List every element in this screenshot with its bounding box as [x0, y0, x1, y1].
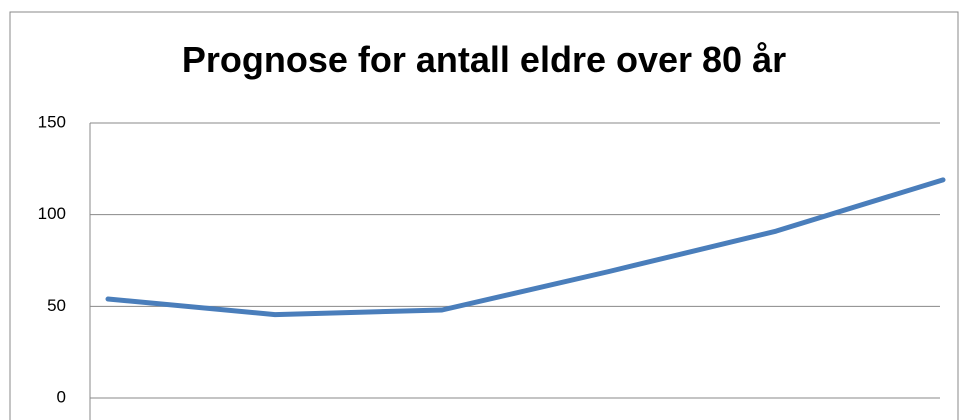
- y-tick-label: 150: [38, 112, 66, 131]
- y-tick-label: 100: [38, 204, 66, 223]
- chart-title: Prognose for antall eldre over 80 år: [182, 39, 786, 80]
- data-line: [105, 177, 946, 318]
- y-tick-label: 50: [47, 296, 66, 315]
- chart-frame: [9, 11, 959, 420]
- y-tick-label: 0: [57, 387, 66, 406]
